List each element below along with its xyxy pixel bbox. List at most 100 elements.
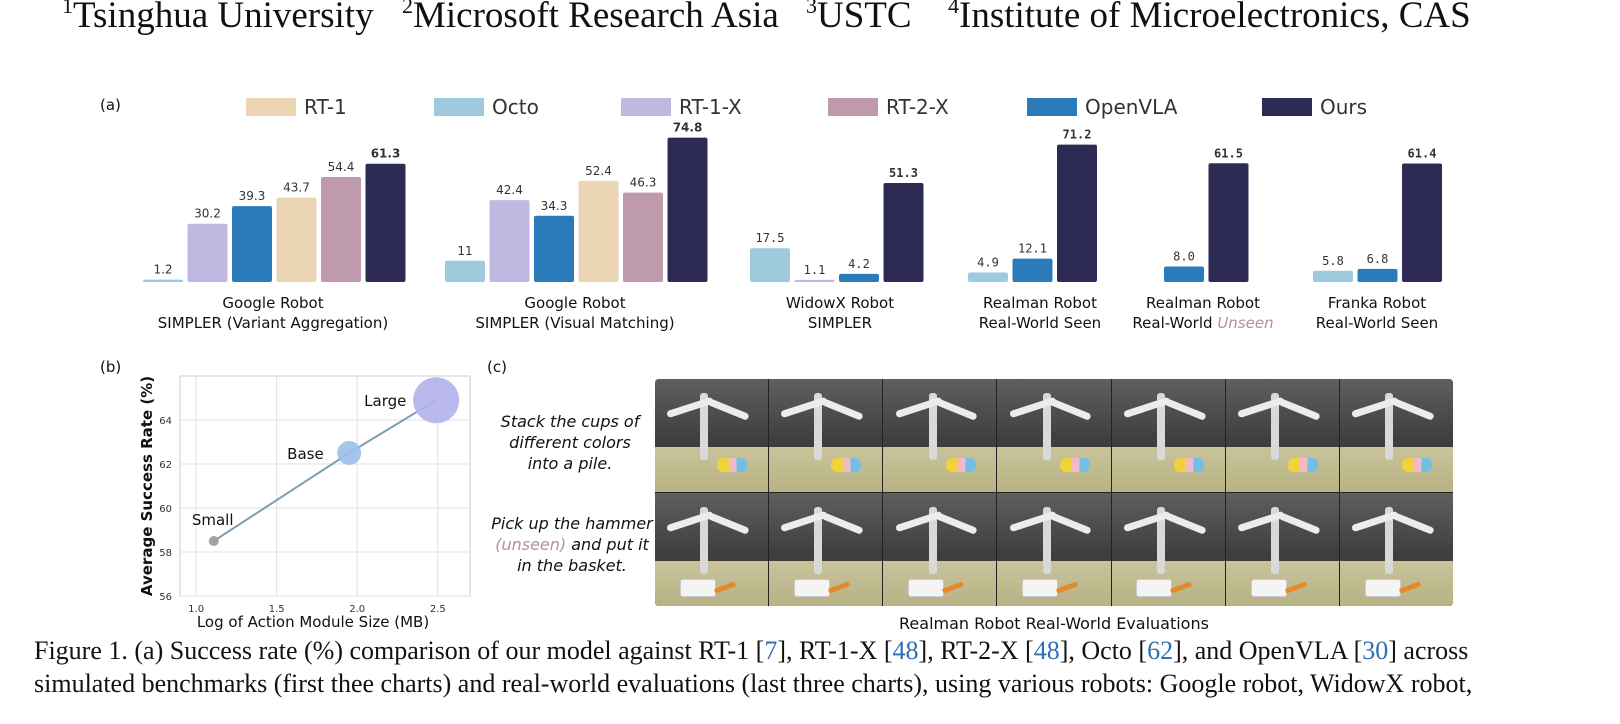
citation-link[interactable]: 48 xyxy=(1033,636,1060,665)
bar-ours xyxy=(883,182,924,282)
bar-ours xyxy=(1057,144,1097,282)
legend-item-openvla: OpenVLA xyxy=(1027,95,1178,119)
bar-value-label: 30.2 xyxy=(194,207,221,221)
bar-value-label: 1.2 xyxy=(153,263,172,277)
robot-photo xyxy=(1225,379,1339,492)
legend-swatch xyxy=(621,98,671,116)
unseen-label: Unseen xyxy=(1217,314,1273,332)
legend-label: OpenVLA xyxy=(1085,95,1178,119)
y-tick-label: 62 xyxy=(159,460,172,471)
caption-text: ], RT-1-X [ xyxy=(777,636,893,665)
legend-label: RT-1-X xyxy=(679,95,742,119)
citation-link[interactable]: 48 xyxy=(892,636,919,665)
bar-octo xyxy=(1313,270,1353,282)
bar-openvla xyxy=(232,206,272,282)
group-label: Google Robot xyxy=(524,294,625,312)
bar-ours xyxy=(365,163,406,282)
legend-item-rt2x: RT-2-X xyxy=(828,95,949,119)
caption-text: ], and OpenVLA [ xyxy=(1173,636,1363,665)
point-large xyxy=(413,377,460,424)
bar-octo xyxy=(143,279,183,282)
task-text: into a pile. xyxy=(527,454,613,473)
bar-value-label: 46.3 xyxy=(630,176,657,190)
robot-photo xyxy=(1339,379,1453,492)
bar-value-label: 54.4 xyxy=(328,160,355,174)
bar-value-label: 39.3 xyxy=(239,189,266,203)
bar-rt-1 xyxy=(276,197,317,282)
robot-photo xyxy=(997,379,1111,492)
bar-openvla xyxy=(839,273,879,282)
bar-value-label: 61.3 xyxy=(371,147,401,161)
bar-openvla xyxy=(1357,268,1398,282)
caption-text: ] across xyxy=(1388,636,1469,665)
bar-value-label: 11 xyxy=(457,244,472,258)
point-base xyxy=(337,441,362,465)
point-label: Large xyxy=(364,392,406,410)
unseen-tag: (unseen) xyxy=(495,535,567,554)
caption-text: ], RT-2-X [ xyxy=(918,636,1034,665)
caption-text: ], Octo [ xyxy=(1059,636,1148,665)
panel-label-b: (b) xyxy=(100,358,122,376)
bar-rt-1 xyxy=(578,180,619,282)
caption-line-1: Figure 1. (a) Success rate (%) compariso… xyxy=(34,634,1594,667)
legend-label: Ours xyxy=(1320,95,1368,119)
bar-value-label: 12.1 xyxy=(1018,242,1047,256)
scatter-chart: 1.0 1.5 2.0 2.5 56 58 60 62 64 Small Base Large Log … xyxy=(138,375,471,631)
x-tick-label: 2.5 xyxy=(430,604,446,615)
bar-value-label: 61.5 xyxy=(1214,146,1243,160)
robot-photo xyxy=(997,493,1111,606)
point-label: Small xyxy=(192,511,234,529)
group-label: SIMPLER (Visual Matching) xyxy=(475,314,674,332)
task-text: in the basket. xyxy=(517,556,627,575)
bar-value-label: 51.3 xyxy=(889,166,918,180)
citation-link[interactable]: 62 xyxy=(1147,636,1174,665)
figure-caption: Figure 1. (a) Success rate (%) compariso… xyxy=(34,634,1594,700)
task-label-stack-cups: Stack the cups of different colors into … xyxy=(490,411,650,474)
robot-photo xyxy=(769,493,883,606)
legend-swatch xyxy=(1027,98,1077,116)
affiliation-3: 3USTC xyxy=(806,0,912,36)
bar-value-label: 74.8 xyxy=(673,121,703,135)
robot-photo xyxy=(1111,379,1225,492)
bar-chart: 1.2 30.2 39.3 43.7 54.4 61.3 Google Robot SIMPL… xyxy=(143,121,1442,332)
bar-value-label: 5.8 xyxy=(1322,254,1344,268)
panel-label-a: (a) xyxy=(100,96,121,114)
legend-swatch xyxy=(828,98,878,116)
x-tick-label: 2.0 xyxy=(349,604,365,615)
caption-text: Figure 1. (a) Success rate (%) compariso… xyxy=(34,636,765,665)
panel-c-title: Realman Robot Real-World Evaluations xyxy=(899,614,1209,633)
legend-label: RT-1 xyxy=(304,95,347,119)
group-label: Google Robot xyxy=(222,294,323,312)
bar-octo xyxy=(750,248,790,282)
bar-ours xyxy=(1208,163,1249,282)
bar-value-label: 34.3 xyxy=(541,199,568,213)
legend-label: Octo xyxy=(492,95,539,119)
robot-photo xyxy=(1339,493,1453,606)
bar-rt-2-x xyxy=(321,177,361,282)
bar-value-label: 71.2 xyxy=(1063,128,1092,142)
bar-value-label: 42.4 xyxy=(496,183,523,197)
bar-octo xyxy=(445,260,485,282)
bar-openvla xyxy=(1164,266,1204,282)
y-tick-label: 60 xyxy=(159,504,172,515)
legend-item-rt1: RT-1 xyxy=(246,95,347,119)
legend-item-octo: Octo xyxy=(434,95,539,119)
robot-photo xyxy=(1225,493,1339,606)
bar-value-label: 17.5 xyxy=(756,231,785,245)
bar-value-label: 52.4 xyxy=(585,164,612,178)
robot-photo xyxy=(769,379,883,492)
bar-value-label: 43.7 xyxy=(283,181,310,195)
y-axis-label: Average Success Rate (%) xyxy=(138,376,156,596)
robot-photo-grid xyxy=(655,379,1453,606)
citation-link[interactable]: 30 xyxy=(1362,636,1389,665)
citation-link[interactable]: 7 xyxy=(764,636,778,665)
caption-line-2: simulated benchmarks (first thee charts)… xyxy=(34,669,1473,698)
bar-value-label: 6.8 xyxy=(1367,252,1389,266)
legend-swatch xyxy=(246,98,296,116)
task-text: Pick up the hammer xyxy=(491,514,653,533)
task-label-hammer: Pick up the hammer (unseen) and put it i… xyxy=(488,513,656,576)
x-axis-label: Log of Action Module Size (MB) xyxy=(197,613,429,631)
group-label: Realman Robot xyxy=(1146,294,1260,312)
bar-value-label: 1.1 xyxy=(804,263,826,277)
task-text: (unseen) and put it xyxy=(488,534,656,555)
